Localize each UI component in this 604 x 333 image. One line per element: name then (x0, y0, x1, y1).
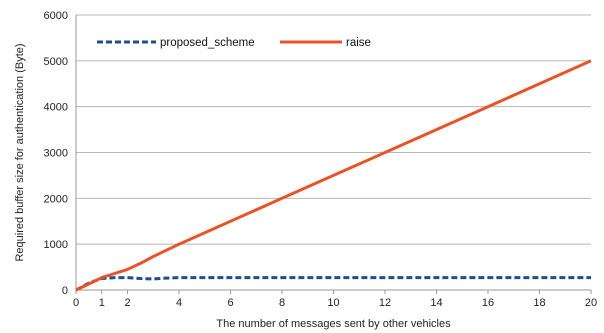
x-tick-label: 14 (430, 297, 442, 309)
series-line-proposed-scheme (75, 276, 591, 292)
y-axis-title: Required buffer size for authentication … (14, 43, 26, 261)
y-tick-label: 1000 (44, 239, 68, 251)
x-tick-label: 1 (99, 297, 105, 309)
x-tick-label: 2 (124, 297, 130, 309)
legend: proposed_scheme raise (97, 37, 371, 49)
x-tick-label: 16 (482, 297, 494, 309)
x-tick-label: 10 (327, 297, 339, 309)
legend-label-raise: raise (346, 37, 371, 49)
series-lines (75, 59, 592, 292)
x-tick-label: 6 (227, 297, 233, 309)
x-tick-label: 20 (585, 297, 597, 309)
legend-label-proposed-scheme: proposed_scheme (160, 37, 255, 49)
y-tick-label: 5000 (44, 56, 68, 68)
y-tick-label: 3000 (44, 148, 68, 160)
grid-lines (76, 14, 591, 245)
x-tick-label: 18 (533, 297, 545, 309)
x-tick-label: 12 (379, 297, 391, 309)
series-line-raise (75, 59, 592, 292)
y-tick-label: 6000 (44, 10, 68, 22)
y-tick-label: 4000 (44, 102, 68, 114)
tick-labels: 0 2 4 6 8 10 12 14 16 18 2010100020003000400050006… (44, 10, 598, 309)
y-tick-label: 0 (62, 285, 68, 297)
y-tick-label: 2000 (44, 193, 68, 205)
x-axis-title: The number of messages sent by other veh… (216, 318, 451, 330)
x-tick-label: 0 (73, 297, 79, 309)
x-tick-label: 4 (176, 297, 182, 309)
x-tick-label: 8 (279, 297, 285, 309)
